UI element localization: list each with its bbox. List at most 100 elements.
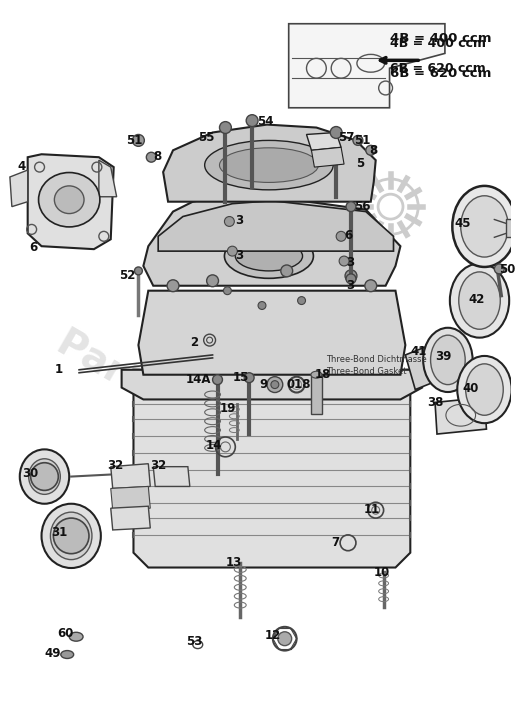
Text: 40: 40	[463, 381, 479, 395]
Text: 57: 57	[338, 130, 355, 144]
Circle shape	[365, 280, 377, 292]
Ellipse shape	[466, 364, 503, 415]
Text: Parts Republik: Parts Republik	[50, 322, 346, 516]
Text: Three-Bond Gasket: Three-Bond Gasket	[326, 367, 407, 376]
Text: 50: 50	[499, 263, 515, 276]
Polygon shape	[153, 467, 190, 486]
Text: 2: 2	[190, 336, 198, 349]
Circle shape	[330, 127, 342, 138]
Text: 3: 3	[235, 249, 244, 262]
Circle shape	[167, 280, 179, 292]
Polygon shape	[143, 193, 401, 286]
Circle shape	[227, 246, 237, 256]
Text: 3: 3	[346, 279, 354, 292]
Circle shape	[31, 463, 58, 491]
Ellipse shape	[311, 372, 322, 378]
Polygon shape	[288, 24, 445, 108]
Ellipse shape	[54, 186, 84, 214]
Text: 12: 12	[265, 629, 281, 642]
Text: 3: 3	[235, 214, 244, 226]
Ellipse shape	[41, 504, 101, 568]
Text: 7: 7	[331, 536, 339, 549]
Text: 13: 13	[225, 556, 241, 569]
Circle shape	[258, 301, 266, 309]
Ellipse shape	[28, 458, 60, 494]
Text: 4: 4	[18, 160, 26, 173]
Circle shape	[53, 518, 89, 554]
Text: 38: 38	[427, 397, 444, 409]
Ellipse shape	[205, 140, 333, 190]
Text: 6: 6	[29, 241, 38, 254]
Text: 15: 15	[232, 371, 249, 383]
Text: 51: 51	[127, 135, 143, 147]
Circle shape	[345, 270, 357, 282]
Text: 3: 3	[346, 256, 354, 269]
Ellipse shape	[235, 241, 302, 271]
Text: 6B = 620 ccm: 6B = 620 ccm	[390, 67, 491, 80]
Polygon shape	[111, 506, 150, 530]
Ellipse shape	[461, 196, 508, 257]
Text: 14: 14	[206, 439, 222, 452]
Text: 55: 55	[197, 130, 214, 144]
Polygon shape	[28, 154, 114, 249]
Polygon shape	[121, 370, 422, 400]
Circle shape	[366, 145, 376, 155]
Polygon shape	[311, 147, 344, 167]
Polygon shape	[158, 200, 393, 251]
Ellipse shape	[431, 335, 465, 385]
Circle shape	[494, 264, 504, 274]
Ellipse shape	[61, 651, 73, 658]
Text: 18: 18	[314, 368, 331, 381]
Circle shape	[346, 274, 356, 284]
Polygon shape	[307, 132, 341, 150]
Circle shape	[246, 115, 258, 127]
Circle shape	[281, 265, 293, 277]
Text: 6B = 620 ccm: 6B = 620 ccm	[390, 62, 485, 75]
Polygon shape	[435, 397, 486, 434]
Circle shape	[146, 152, 156, 162]
Circle shape	[353, 135, 363, 145]
Text: 42: 42	[468, 292, 485, 306]
Text: 32: 32	[107, 458, 123, 472]
Text: 10: 10	[374, 566, 390, 578]
Circle shape	[278, 632, 292, 646]
Ellipse shape	[452, 186, 516, 267]
Ellipse shape	[450, 264, 509, 338]
Polygon shape	[163, 125, 376, 202]
Circle shape	[220, 121, 231, 133]
Ellipse shape	[20, 449, 69, 504]
Circle shape	[224, 217, 234, 226]
Circle shape	[207, 275, 219, 287]
Circle shape	[212, 375, 222, 385]
Circle shape	[346, 202, 356, 212]
Text: 4B = 400 ccm: 4B = 400 ccm	[390, 37, 486, 50]
Text: 30: 30	[22, 467, 38, 479]
Text: 11: 11	[364, 503, 380, 516]
Polygon shape	[10, 170, 28, 207]
Text: 31: 31	[51, 526, 68, 539]
Ellipse shape	[39, 172, 100, 227]
Text: 60: 60	[57, 627, 74, 640]
Circle shape	[223, 287, 231, 294]
Circle shape	[244, 373, 254, 383]
Polygon shape	[405, 345, 440, 390]
Text: 52: 52	[118, 269, 135, 282]
Text: 8: 8	[153, 150, 161, 163]
Circle shape	[134, 267, 142, 275]
Ellipse shape	[51, 512, 92, 559]
Text: 39: 39	[435, 350, 451, 363]
Polygon shape	[133, 370, 410, 568]
Text: 5: 5	[356, 157, 364, 170]
Text: 8: 8	[369, 144, 377, 157]
Ellipse shape	[457, 356, 512, 423]
Ellipse shape	[69, 632, 83, 641]
Ellipse shape	[423, 328, 473, 392]
Polygon shape	[111, 486, 150, 510]
Text: 54: 54	[257, 115, 273, 128]
Ellipse shape	[224, 234, 313, 278]
Circle shape	[132, 135, 144, 147]
Text: 9: 9	[259, 378, 267, 390]
Text: 6: 6	[344, 229, 352, 243]
Circle shape	[267, 376, 283, 393]
Text: 018: 018	[287, 378, 311, 390]
